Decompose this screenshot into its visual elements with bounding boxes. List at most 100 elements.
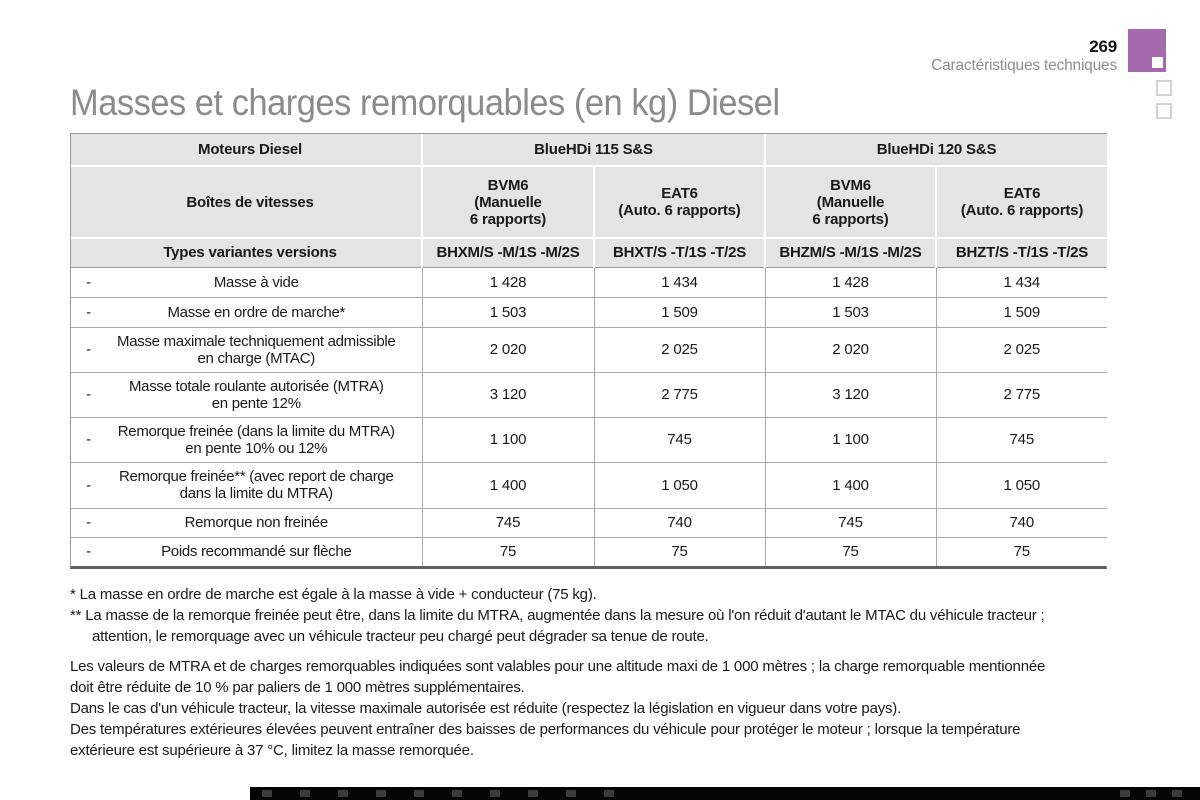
footnote-line: ** La masse de la remorque freinée peut … [70, 607, 1045, 624]
row-bullet: - [86, 514, 91, 531]
table-row-engines: Moteurs Diesel BlueHDi 115 S&S BlueHDi 1… [71, 134, 1108, 167]
row-label: Masse en ordre de marche* [167, 303, 346, 321]
note-line: extérieure est supérieure à 37 °C, limit… [70, 742, 474, 759]
value-cell: 2 025 [594, 327, 766, 373]
row-label: Masse maximale techniquement admissible … [117, 332, 396, 367]
section-title: Caractéristiques techniques [931, 57, 1117, 74]
value-cell: 1 400 [765, 462, 937, 509]
gearbox-cell: EAT6 (Auto. 6 rapports) [594, 166, 766, 239]
chapter-tab-icon [1128, 29, 1166, 72]
chapter-square-outline-icon [1156, 80, 1172, 96]
film-hole-icon [452, 790, 462, 797]
footnotes-block: * La masse en ordre de marche est égale … [70, 584, 1190, 761]
note-line: Dans le cas d'un véhicule tracteur, la v… [70, 700, 902, 717]
gearbox-cell: EAT6 (Auto. 6 rapports) [936, 166, 1108, 239]
value-cell: 75 [594, 537, 766, 566]
value-cell: 75 [936, 537, 1108, 566]
table-row: - Masse à vide 1 428 1 434 1 428 1 434 [71, 267, 1108, 298]
value-cell: 1 100 [422, 417, 595, 463]
footnote-line: attention, le remorquage avec un véhicul… [92, 628, 709, 645]
value-cell: 2 025 [936, 327, 1108, 373]
table-row: - Remorque non freinée 745 740 745 740 [71, 508, 1108, 538]
type-cell: BHZT/S -T/1S -T/2S [936, 238, 1108, 268]
value-cell: 740 [594, 508, 766, 538]
value-cell: 3 120 [422, 372, 595, 418]
row-label: Remorque freinée (dans la limite du MTRA… [117, 422, 395, 457]
value-cell: 1 503 [422, 297, 595, 328]
film-hole-icon [1172, 790, 1182, 797]
gearbox-header-cell: Boîtes de vitesses [71, 166, 423, 239]
film-hole-icon [490, 790, 500, 797]
value-cell: 1 050 [594, 462, 766, 509]
value-cell: 2 775 [936, 372, 1108, 418]
engine-group-cell: BlueHDi 120 S&S [765, 134, 1108, 167]
types-header-cell: Types variantes versions [71, 238, 423, 268]
film-hole-icon [414, 790, 424, 797]
gearbox-cell: BVM6 (Manuelle 6 rapports) [765, 166, 937, 239]
film-hole-icon [528, 790, 538, 797]
value-cell: 745 [594, 417, 766, 463]
table-row-types: Types variantes versions BHXM/S -M/1S -M… [71, 238, 1108, 268]
table-row: - Masse totale roulante autorisée (MTRA)… [71, 372, 1108, 418]
value-cell: 1 434 [594, 267, 766, 298]
value-cell: 745 [765, 508, 937, 538]
value-cell: 1 509 [936, 297, 1108, 328]
row-label: Masse à vide [213, 273, 299, 291]
page-number: 269 [1089, 37, 1117, 56]
type-cell: BHXT/S -T/1S -T/2S [594, 238, 766, 268]
row-bullet: - [86, 543, 91, 561]
value-cell: 2 020 [422, 327, 595, 373]
film-hole-icon [376, 790, 386, 797]
film-hole-icon [1120, 790, 1130, 797]
value-cell: 1 100 [765, 417, 937, 463]
value-cell: 75 [422, 537, 595, 566]
row-label: Poids recommandé sur flèche [161, 543, 352, 561]
engines-header-cell: Moteurs Diesel [71, 134, 423, 167]
row-bullet: - [86, 303, 91, 321]
chapter-square-outline-icon [1156, 103, 1172, 119]
value-cell: 1 509 [594, 297, 766, 328]
value-cell: 1 428 [765, 267, 937, 298]
row-bullet: - [86, 386, 91, 403]
value-cell: 745 [936, 417, 1108, 463]
note-line: Des températures extérieures élevées peu… [70, 721, 1021, 738]
masses-table-grid: Moteurs Diesel BlueHDi 115 S&S BlueHDi 1… [71, 134, 1108, 566]
value-cell: 1 050 [936, 462, 1108, 509]
table-row: - Masse maximale techniquement admissibl… [71, 327, 1108, 373]
masses-table: Moteurs Diesel BlueHDi 115 S&S BlueHDi 1… [70, 133, 1108, 569]
note-line: doit être réduite de 10 % par paliers de… [70, 679, 525, 696]
row-label: Masse totale roulante autorisée (MTRA) e… [128, 377, 384, 412]
note-line: Les valeurs de MTRA et de charges remorq… [70, 658, 1046, 675]
value-cell: 1 434 [936, 267, 1108, 298]
footnote-line: * La masse en ordre de marche est égale … [70, 586, 597, 603]
table-row: - Poids recommandé sur flèche 75 75 75 7… [71, 537, 1108, 566]
row-bullet: - [86, 341, 91, 358]
film-hole-icon [338, 790, 348, 797]
row-label: Remorque freinée** (avec report de charg… [118, 468, 394, 502]
type-cell: BHXM/S -M/1S -M/2S [422, 238, 595, 268]
film-hole-icon [300, 790, 310, 797]
value-cell: 1 428 [422, 267, 595, 298]
value-cell: 740 [936, 508, 1108, 538]
value-cell: 75 [765, 537, 937, 566]
table-row: - Masse en ordre de marche* 1 503 1 509 … [71, 297, 1108, 328]
engine-group-cell: BlueHDi 115 S&S [422, 134, 766, 167]
row-label: Remorque non freinée [184, 514, 329, 531]
table-row: - Remorque freinée (dans la limite du MT… [71, 417, 1108, 463]
film-hole-icon [262, 790, 272, 797]
film-hole-icon [566, 790, 576, 797]
value-cell: 1 400 [422, 462, 595, 509]
chapter-tab-marker-icon [1152, 57, 1163, 68]
value-cell: 2 775 [594, 372, 766, 418]
row-bullet: - [86, 273, 91, 291]
type-cell: BHZM/S -M/1S -M/2S [765, 238, 937, 268]
row-bullet: - [86, 476, 91, 494]
value-cell: 3 120 [765, 372, 937, 418]
gearbox-cell: BVM6 (Manuelle 6 rapports) [422, 166, 595, 239]
film-hole-icon [604, 790, 614, 797]
table-row: - Remorque freinée** (avec report de cha… [71, 462, 1108, 509]
table-row-gearboxes: Boîtes de vitesses BVM6 (Manuelle 6 rapp… [71, 166, 1108, 239]
row-bullet: - [86, 431, 91, 448]
film-strip-bar [250, 787, 1200, 800]
